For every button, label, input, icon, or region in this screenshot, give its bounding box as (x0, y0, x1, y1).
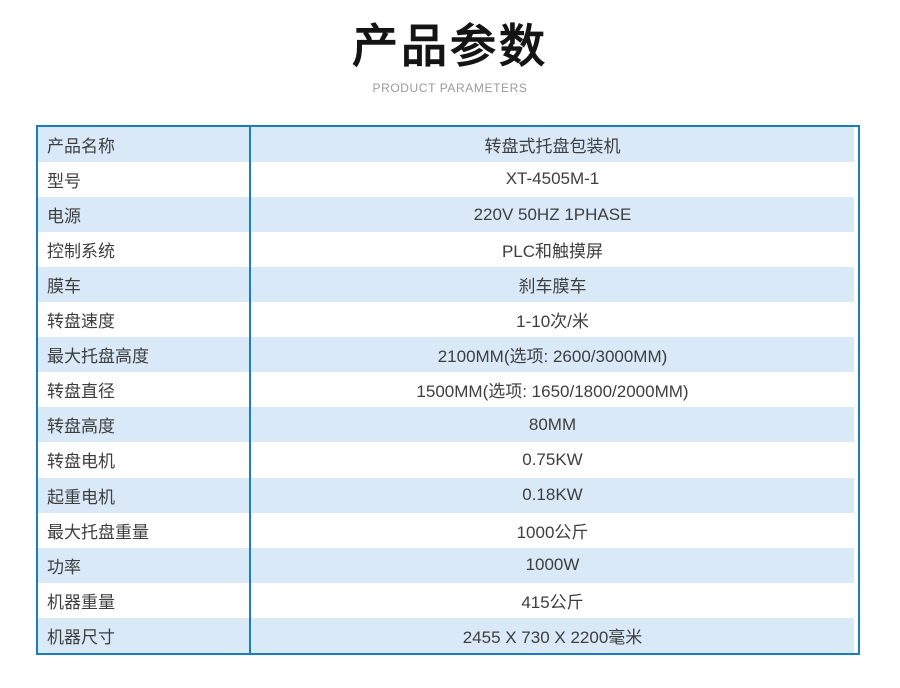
table-row: 起重电机 0.18KW (38, 477, 854, 513)
spec-value: 220V 50HZ 1PHASE (251, 197, 854, 233)
table-row: 膜车 刹车膜车 (38, 267, 854, 303)
page-title: 产品参数 (352, 20, 548, 72)
spec-label: 电源 (38, 197, 251, 233)
table-row: 最大托盘重量 1000公斤 (38, 512, 854, 548)
spec-label: 控制系统 (38, 232, 251, 268)
table-row: 产品名称 转盘式托盘包装机 (38, 126, 854, 162)
spec-label: 转盘电机 (38, 442, 251, 478)
spec-value: 80MM (251, 407, 854, 443)
page-header: 产品参数 PRODUCT PARAMETERS (0, 0, 900, 95)
page-subtitle: PRODUCT PARAMETERS (372, 80, 528, 95)
spec-table: 产品名称 转盘式托盘包装机 型号 XT-4505M-1 电源 220V 50HZ… (36, 124, 860, 655)
table-row: 最大托盘高度 2100MM(选项: 2600/3000MM) (38, 337, 854, 373)
spec-value: 0.18KW (251, 477, 854, 513)
table-row: 型号 XT-4505M-1 (38, 161, 854, 198)
spec-label: 机器尺寸 (38, 617, 251, 653)
spec-value: 1500MM(选项: 1650/1800/2000MM) (251, 372, 854, 408)
table-row: 转盘速度 1-10次/米 (38, 302, 854, 338)
table-row: 机器尺寸 2455 X 730 X 2200毫米 (38, 617, 854, 653)
spec-label: 转盘直径 (38, 372, 251, 408)
spec-value: XT-4505M-1 (251, 161, 854, 198)
spec-value: PLC和触摸屏 (251, 232, 854, 268)
table-row: 转盘高度 80MM (38, 407, 854, 443)
table-row: 电源 220V 50HZ 1PHASE (38, 197, 854, 233)
spec-value: 415公斤 (251, 582, 854, 618)
spec-value: 1000W (251, 547, 854, 583)
spec-label: 最大托盘重量 (38, 512, 251, 548)
table-row: 机器重量 415公斤 (38, 582, 854, 618)
spec-label: 转盘速度 (38, 302, 251, 338)
spec-label: 机器重量 (38, 582, 251, 618)
table-row: 转盘直径 1500MM(选项: 1650/1800/2000MM) (38, 372, 854, 408)
spec-label: 最大托盘高度 (38, 337, 251, 373)
table-row: 控制系统 PLC和触摸屏 (38, 232, 854, 268)
spec-value: 2100MM(选项: 2600/3000MM) (251, 337, 854, 373)
spec-value: 1000公斤 (251, 512, 854, 548)
spec-label: 起重电机 (38, 477, 251, 513)
spec-value: 刹车膜车 (251, 267, 854, 303)
spec-label: 功率 (38, 547, 251, 583)
spec-label: 产品名称 (38, 126, 251, 162)
spec-label: 膜车 (38, 267, 251, 303)
spec-value: 1-10次/米 (251, 302, 854, 338)
spec-label: 型号 (38, 161, 251, 198)
spec-label: 转盘高度 (38, 407, 251, 443)
table-row: 功率 1000W (38, 547, 854, 583)
table-row: 转盘电机 0.75KW (38, 442, 854, 478)
spec-value: 0.75KW (251, 442, 854, 478)
spec-value: 2455 X 730 X 2200毫米 (251, 617, 854, 653)
spec-value: 转盘式托盘包装机 (251, 126, 854, 162)
